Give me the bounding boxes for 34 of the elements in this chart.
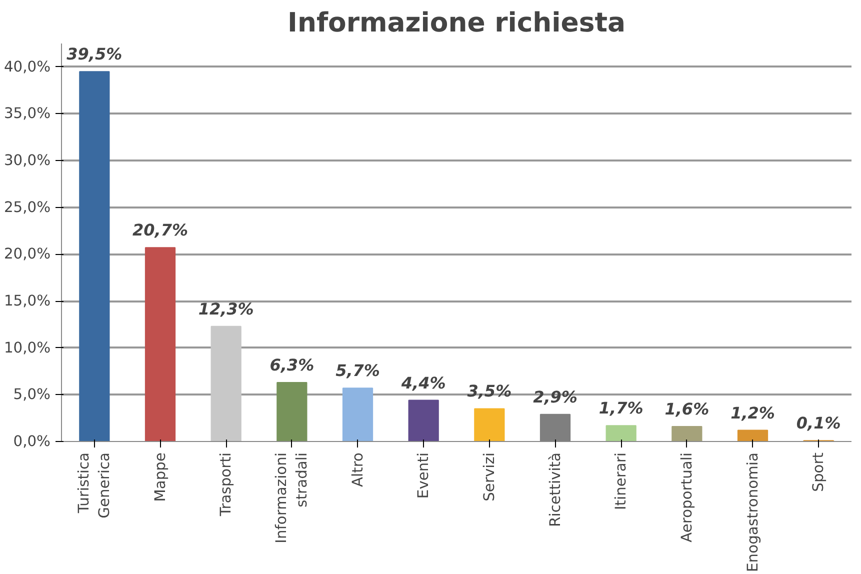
y-tick-label: 10,0%: [4, 339, 51, 356]
x-tick-label: Turistica Generica: [76, 452, 114, 518]
data-label: 1,7%: [598, 398, 644, 418]
x-tick-label: Sport: [810, 452, 828, 492]
x-tick-label: Ricettività: [546, 452, 564, 527]
data-label: 1,6%: [664, 400, 710, 419]
x-tick-label: Informazioni stradali: [273, 452, 311, 544]
x-tick-label: Mappe: [152, 452, 169, 502]
y-tick-label: 35,0%: [4, 105, 51, 122]
x-tick-label: Trasporti: [218, 452, 235, 518]
x-tick-label: Altro: [349, 452, 366, 488]
y-tick-label: 0,0%: [13, 433, 51, 450]
data-label: 39,5%: [66, 44, 122, 64]
data-label: 1,2%: [730, 403, 775, 422]
data-label: 0,1%: [796, 414, 841, 433]
x-tick-label: Eventi: [415, 452, 432, 499]
chart-title: Informazione richiesta: [288, 8, 626, 38]
y-tick-label: 15,0%: [4, 292, 51, 310]
data-label: 2,9%: [533, 387, 578, 406]
data-label: 6,3%: [270, 356, 314, 374]
x-tick-label: Enogastronomia: [744, 452, 762, 572]
data-label: 3,5%: [467, 382, 512, 401]
y-tick-label: 40,0%: [4, 58, 51, 76]
y-tick-label: 30,0%: [4, 152, 51, 170]
y-tick-label: 5,0%: [13, 386, 51, 404]
data-label: 12,3%: [198, 299, 254, 318]
data-label: 4,4%: [400, 373, 446, 392]
x-tick-label: Itinerari: [612, 452, 630, 510]
data-label: 20,7%: [132, 220, 188, 240]
data-label: 5,7%: [336, 361, 380, 380]
y-tick-label: 25,0%: [4, 198, 51, 216]
x-tick-label: Servizi: [480, 452, 498, 502]
y-tick-label: 20,0%: [4, 246, 51, 263]
x-tick-label: Aeroportuali: [678, 452, 696, 542]
